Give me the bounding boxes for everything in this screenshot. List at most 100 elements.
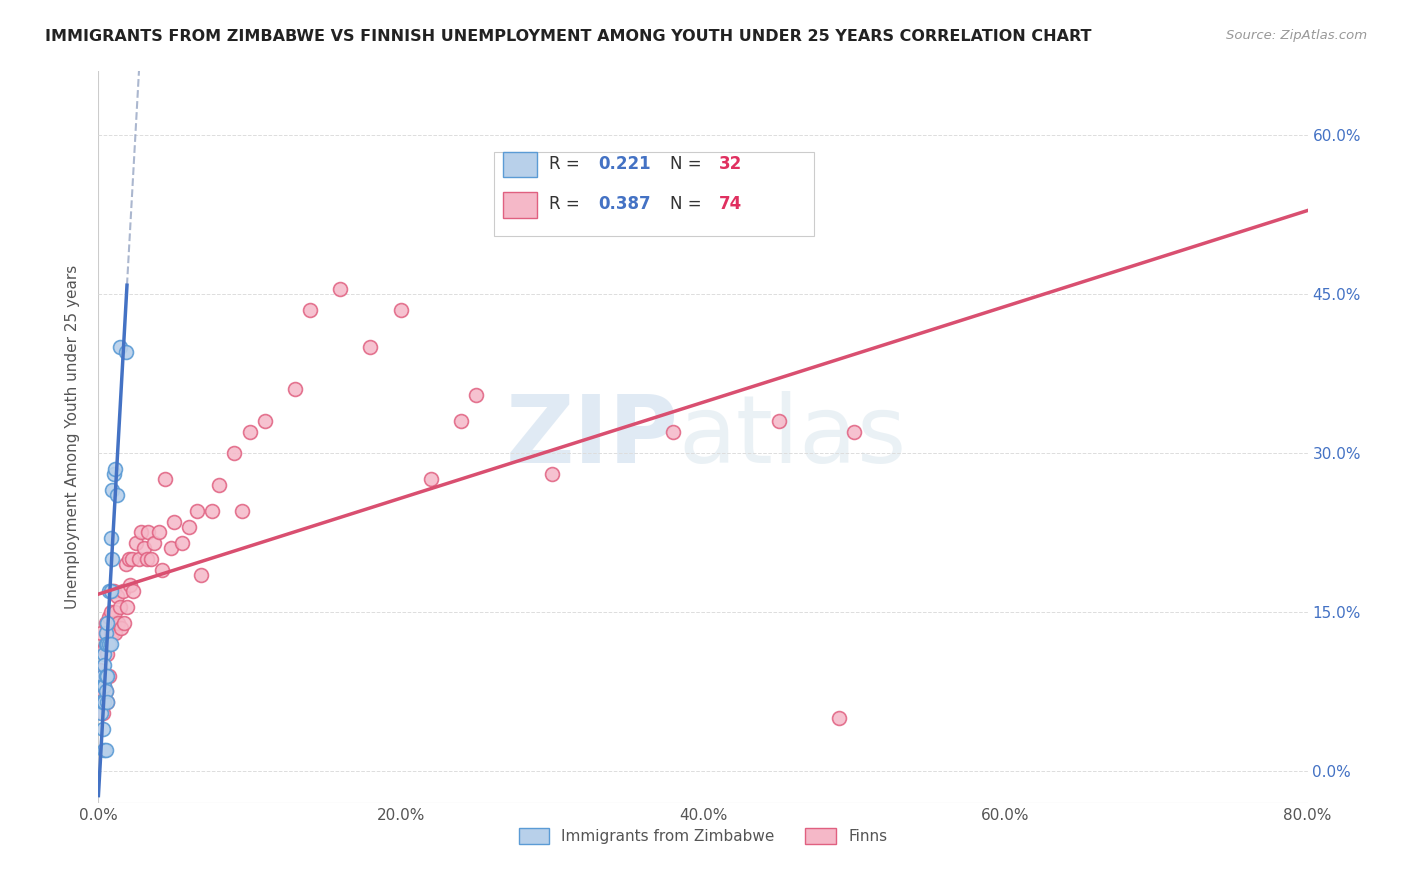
- Point: [100, 583, 122, 598]
- Point: [94, 637, 117, 651]
- Point: [844, 425, 866, 439]
- Point: [186, 504, 208, 518]
- Point: [115, 599, 138, 614]
- Point: [190, 567, 212, 582]
- Point: [150, 563, 173, 577]
- Text: 74: 74: [718, 195, 742, 213]
- Point: [360, 340, 382, 354]
- Point: [114, 558, 136, 572]
- Point: [98, 637, 121, 651]
- Point: [101, 583, 124, 598]
- Point: [91, 668, 114, 682]
- Point: [114, 345, 136, 359]
- Point: [96, 626, 118, 640]
- Point: [136, 525, 159, 540]
- Point: [107, 615, 129, 630]
- Point: [105, 488, 128, 502]
- Point: [163, 515, 186, 529]
- Point: [94, 684, 117, 698]
- Point: [128, 552, 150, 566]
- Point: [465, 387, 488, 401]
- Point: [231, 504, 253, 518]
- Point: [100, 626, 122, 640]
- Point: [224, 446, 246, 460]
- Point: [122, 583, 145, 598]
- Point: [253, 414, 276, 428]
- Point: [91, 684, 114, 698]
- Text: 32: 32: [718, 155, 742, 173]
- Point: [389, 302, 412, 317]
- Text: N =: N =: [671, 195, 707, 213]
- Text: Source: ZipAtlas.com: Source: ZipAtlas.com: [1226, 29, 1367, 42]
- Point: [96, 637, 118, 651]
- Point: [93, 679, 115, 693]
- Point: [93, 679, 115, 693]
- Point: [90, 706, 112, 720]
- Point: [153, 473, 176, 487]
- Point: [540, 467, 562, 482]
- Point: [141, 552, 163, 566]
- Point: [101, 552, 124, 566]
- Point: [108, 599, 131, 614]
- Point: [93, 658, 115, 673]
- Point: [90, 673, 112, 688]
- Point: [90, 695, 112, 709]
- Text: atlas: atlas: [679, 391, 907, 483]
- Point: [93, 743, 115, 757]
- Point: [420, 473, 443, 487]
- Point: [96, 695, 118, 709]
- Point: [98, 637, 121, 651]
- Text: R =: R =: [550, 195, 585, 213]
- Point: [94, 615, 117, 630]
- Y-axis label: Unemployment Among Youth under 25 years: Unemployment Among Youth under 25 years: [65, 265, 80, 609]
- Point: [170, 536, 193, 550]
- Text: R =: R =: [550, 155, 585, 173]
- Point: [100, 531, 122, 545]
- Point: [110, 621, 132, 635]
- Point: [768, 414, 790, 428]
- Point: [91, 679, 114, 693]
- Point: [160, 541, 183, 556]
- Point: [104, 626, 127, 640]
- Point: [125, 536, 148, 550]
- Point: [101, 626, 124, 640]
- Point: [94, 668, 117, 682]
- Bar: [503, 152, 537, 178]
- Legend: Immigrants from Zimbabwe, Finns: Immigrants from Zimbabwe, Finns: [513, 822, 893, 850]
- Point: [94, 626, 117, 640]
- Text: ZIP: ZIP: [506, 391, 679, 483]
- Point: [108, 340, 131, 354]
- Point: [98, 668, 121, 682]
- Point: [201, 504, 224, 518]
- Point: [135, 552, 157, 566]
- Point: [93, 695, 115, 709]
- FancyBboxPatch shape: [494, 152, 814, 235]
- Point: [89, 663, 111, 677]
- Point: [91, 706, 114, 720]
- Point: [661, 425, 683, 439]
- Point: [91, 722, 114, 736]
- Point: [96, 668, 118, 682]
- Point: [100, 605, 122, 619]
- Point: [100, 637, 122, 651]
- Point: [91, 695, 114, 709]
- Point: [111, 583, 134, 598]
- Point: [98, 583, 121, 598]
- Point: [450, 414, 472, 428]
- Point: [96, 648, 118, 662]
- Point: [96, 615, 118, 630]
- Point: [129, 525, 152, 540]
- Point: [121, 552, 143, 566]
- Point: [94, 684, 117, 698]
- Point: [101, 483, 124, 497]
- Text: IMMIGRANTS FROM ZIMBABWE VS FINNISH UNEMPLOYMENT AMONG YOUTH UNDER 25 YEARS CORR: IMMIGRANTS FROM ZIMBABWE VS FINNISH UNEM…: [45, 29, 1091, 44]
- Point: [98, 610, 121, 624]
- Point: [104, 462, 127, 476]
- Point: [105, 589, 128, 603]
- Bar: [503, 192, 537, 218]
- Point: [93, 648, 115, 662]
- Text: 0.387: 0.387: [598, 195, 651, 213]
- Point: [103, 615, 125, 630]
- Point: [103, 583, 125, 598]
- Point: [239, 425, 262, 439]
